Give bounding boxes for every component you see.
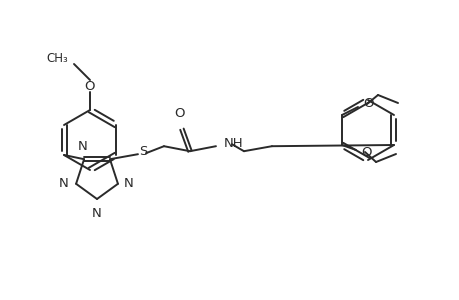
Text: O: O [84,80,95,92]
Text: O: O [174,107,185,120]
Text: NH: NH [224,137,243,150]
Text: N: N [78,140,88,153]
Text: N: N [58,177,68,190]
Text: S: S [139,145,147,158]
Text: N: N [92,207,102,220]
Text: O: O [360,146,371,158]
Text: O: O [362,97,373,110]
Text: CH₃: CH₃ [46,52,68,64]
Text: N: N [123,177,134,190]
